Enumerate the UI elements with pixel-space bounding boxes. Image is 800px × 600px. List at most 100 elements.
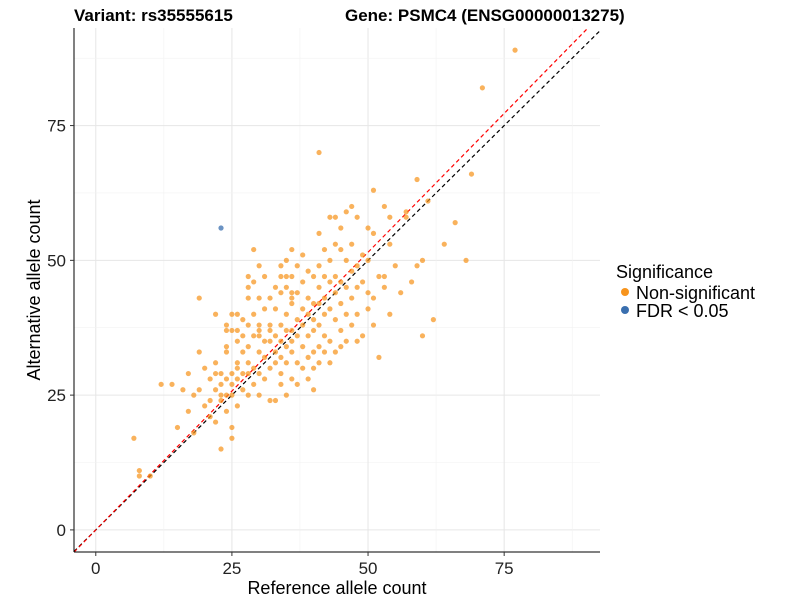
data-point-non-significant — [207, 414, 213, 420]
data-point-non-significant — [256, 263, 262, 269]
data-point-non-significant — [136, 467, 142, 474]
plot-panel — [74, 28, 600, 552]
data-point-non-significant — [174, 424, 181, 431]
data-point-non-significant — [305, 354, 311, 360]
data-point-non-significant — [479, 85, 485, 91]
data-point-non-significant — [283, 392, 289, 398]
data-point-non-significant — [223, 344, 230, 350]
data-point-non-significant — [376, 354, 382, 360]
data-points — [131, 47, 518, 479]
data-point-non-significant — [463, 257, 469, 263]
data-point-non-significant — [180, 387, 186, 393]
data-point-non-significant — [321, 273, 328, 280]
data-point-non-significant — [283, 327, 289, 334]
data-point-non-significant — [294, 333, 300, 339]
data-point-non-significant — [240, 370, 246, 377]
y-tick-label: 25 — [47, 386, 66, 405]
data-point-non-significant — [191, 430, 197, 436]
data-point-non-significant — [349, 268, 355, 274]
data-point-non-significant — [310, 317, 317, 323]
data-point-non-significant — [403, 214, 409, 220]
data-point-non-significant — [229, 424, 235, 431]
data-point-non-significant — [359, 252, 366, 258]
data-point-non-significant — [229, 381, 235, 387]
data-point-non-significant — [354, 284, 360, 290]
data-point-non-significant — [223, 392, 230, 398]
data-point-non-significant — [256, 349, 262, 355]
data-point-non-significant — [207, 397, 213, 404]
data-point-non-significant — [425, 198, 431, 204]
data-point-non-significant — [327, 306, 333, 312]
data-point-non-significant — [191, 392, 197, 398]
data-point-non-significant — [316, 322, 322, 328]
data-point-non-significant — [212, 370, 219, 377]
data-point-non-significant — [392, 263, 398, 269]
data-point-non-significant — [387, 241, 393, 247]
legend-marker-fdr — [621, 306, 629, 314]
data-point-non-significant — [300, 344, 306, 350]
reference-line-fit — [73, 27, 589, 553]
data-point-non-significant — [289, 290, 295, 296]
data-point-non-significant — [370, 322, 377, 328]
data-point-non-significant — [278, 354, 284, 360]
data-point-non-significant — [245, 344, 251, 350]
data-point-non-significant — [354, 263, 360, 269]
data-point-non-significant — [267, 327, 273, 334]
x-tick-label: 50 — [359, 559, 378, 578]
data-point-non-significant — [283, 344, 289, 350]
data-point-non-significant — [354, 311, 360, 317]
data-point-non-significant — [332, 349, 338, 355]
data-point-non-significant — [327, 279, 333, 285]
data-point-non-significant — [256, 327, 262, 334]
data-point-non-significant — [316, 230, 322, 236]
data-point-non-significant — [310, 273, 317, 280]
x-tick-label: 25 — [222, 559, 241, 578]
data-point-non-significant — [223, 349, 230, 355]
data-point-non-significant — [338, 344, 344, 350]
data-point-non-significant — [316, 360, 322, 366]
data-point-non-significant — [332, 273, 338, 280]
data-point-non-significant — [283, 273, 289, 280]
data-point-non-significant — [256, 333, 262, 339]
data-point-non-significant — [234, 338, 240, 344]
data-point-non-significant — [234, 376, 240, 382]
data-point-non-significant — [245, 370, 251, 377]
data-point-non-significant — [278, 338, 284, 344]
data-point-non-significant — [310, 349, 317, 355]
data-point-non-significant — [196, 349, 202, 355]
reference-lines — [73, 27, 601, 553]
data-point-non-significant — [212, 311, 219, 317]
data-point-non-significant — [419, 333, 426, 339]
data-point-non-significant — [212, 360, 219, 366]
data-point-non-significant — [256, 392, 262, 398]
data-point-non-significant — [332, 241, 338, 247]
data-point-non-significant — [452, 220, 458, 226]
data-point-non-significant — [212, 419, 219, 425]
data-point-non-significant — [354, 338, 360, 344]
data-point-non-significant — [261, 354, 268, 360]
data-point-non-significant — [349, 322, 355, 328]
data-point-non-significant — [305, 268, 311, 274]
x-tick-label: 0 — [91, 559, 100, 578]
data-point-non-significant — [305, 333, 311, 339]
data-point-non-significant — [370, 187, 377, 193]
data-point-non-significant — [240, 387, 246, 393]
data-point-non-significant — [512, 47, 518, 53]
data-point-non-significant — [294, 290, 300, 296]
data-point-non-significant — [316, 344, 322, 350]
data-point-non-significant — [321, 333, 328, 339]
data-point-non-significant — [343, 311, 349, 317]
data-point-non-significant — [321, 349, 328, 355]
data-point-non-significant — [185, 370, 191, 377]
data-point-non-significant — [218, 446, 224, 452]
data-point-non-significant — [338, 300, 344, 307]
data-point-non-significant — [251, 333, 257, 339]
data-point-non-significant — [218, 381, 224, 387]
data-point-non-significant — [223, 327, 230, 334]
data-point-non-significant — [240, 333, 246, 339]
legend-marker-non-significant — [621, 288, 629, 296]
data-point-non-significant — [310, 365, 317, 371]
data-point-non-significant — [300, 365, 306, 371]
data-point-non-significant — [261, 376, 268, 382]
